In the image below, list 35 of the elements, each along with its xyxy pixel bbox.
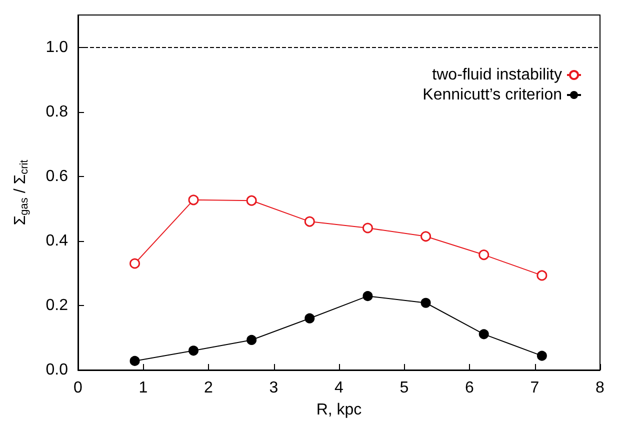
legend-label: two-fluid instability <box>432 66 562 84</box>
point <box>478 250 490 260</box>
y-tick-label: 1.0 <box>46 38 68 56</box>
x-tick-label: 7 <box>530 380 540 396</box>
point <box>478 329 489 340</box>
y-axis-title: Σgas / Σcrit <box>12 160 30 226</box>
y-tick-label: 0.6 <box>46 168 68 185</box>
point <box>246 195 257 206</box>
x-tick-label: 0 <box>74 380 83 396</box>
x-axis-title: R, kpc <box>316 402 362 418</box>
point <box>304 216 315 227</box>
legend-label: Kennicutt’s criterion <box>422 86 562 104</box>
point <box>188 346 198 356</box>
x-tick-label: 6 <box>465 380 474 396</box>
x-tick-label: 4 <box>334 380 344 396</box>
point <box>362 222 373 234</box>
x-tick-label: 2 <box>204 380 214 396</box>
x-tick-label: 3 <box>269 380 278 396</box>
point <box>130 258 140 269</box>
x-tick-label: 5 <box>400 380 409 396</box>
point <box>536 270 548 281</box>
point <box>246 334 257 345</box>
x-tick-label: 8 <box>596 380 605 396</box>
point <box>420 298 431 308</box>
point <box>362 291 373 302</box>
y-tick-label: 0.2 <box>46 296 68 314</box>
y-tick-label: 0.4 <box>46 232 68 250</box>
y-tick-label: 0.0 <box>46 362 68 378</box>
x-tick-label: 1 <box>138 380 148 396</box>
point <box>188 194 199 206</box>
point <box>304 313 315 324</box>
point <box>536 350 547 361</box>
point <box>420 231 432 242</box>
y-tick-label: 0.8 <box>46 103 68 120</box>
point <box>130 356 140 366</box>
